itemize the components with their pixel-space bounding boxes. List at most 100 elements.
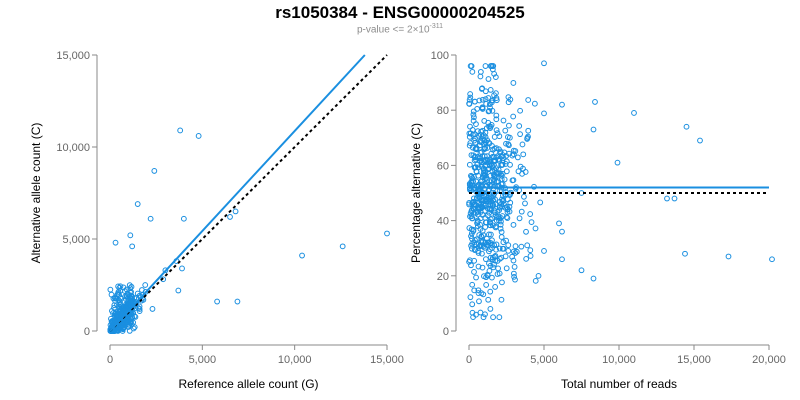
data-point	[476, 97, 483, 104]
data-point	[483, 282, 490, 288]
data-point	[485, 296, 492, 303]
data-point	[590, 275, 597, 282]
data-point	[477, 205, 484, 212]
data-point	[510, 177, 517, 183]
data-point	[507, 161, 513, 168]
data-point	[485, 108, 492, 115]
data-point	[489, 97, 496, 104]
data-point	[482, 256, 489, 263]
data-point	[505, 242, 512, 249]
data-point	[504, 215, 511, 221]
data-point	[495, 213, 502, 220]
data-point	[477, 73, 484, 80]
data-point	[512, 243, 519, 250]
data-point	[136, 308, 143, 314]
panel-percentage-alternative: 0 5,000 10,000 15,000 20,000 0 20 40 60 80 100 Tota…	[409, 50, 786, 391]
data-point	[484, 145, 491, 151]
data-point	[117, 301, 123, 308]
data-point	[491, 154, 497, 160]
data-point	[510, 257, 517, 264]
data-point	[541, 110, 547, 117]
data-point	[472, 156, 479, 163]
data-point	[479, 250, 485, 257]
data-point	[511, 264, 518, 270]
data-point	[478, 149, 485, 155]
data-point	[116, 285, 123, 291]
data-point	[484, 156, 491, 163]
data-point	[114, 321, 121, 327]
data-point	[471, 247, 478, 253]
data-point	[496, 207, 503, 213]
data-point	[524, 136, 531, 142]
x-tick-label: 0	[107, 354, 113, 366]
data-point	[476, 298, 482, 305]
data-point	[507, 96, 514, 103]
data-point	[466, 130, 473, 137]
data-point	[481, 244, 488, 251]
data-point	[471, 114, 477, 121]
data-point	[107, 286, 114, 293]
data-point	[214, 298, 221, 305]
data-point	[505, 248, 512, 254]
data-point	[488, 63, 495, 69]
data-point	[496, 245, 503, 252]
data-point	[475, 188, 482, 195]
data-point	[614, 159, 621, 166]
data-point	[501, 176, 508, 183]
data-point	[494, 153, 501, 160]
data-point	[479, 106, 486, 112]
chart-subtitle: p-value <= 2×10-311	[0, 23, 800, 35]
data-point	[468, 152, 475, 159]
data-point	[114, 325, 121, 331]
data-point	[559, 256, 565, 263]
data-point	[504, 209, 511, 215]
data-point	[498, 296, 505, 303]
data-point	[525, 97, 532, 103]
data-point	[481, 273, 487, 280]
data-point	[469, 144, 476, 151]
data-point	[503, 140, 509, 147]
data-point	[482, 163, 488, 170]
data-point	[468, 226, 475, 233]
subtitle-text: p-value <= 2×10	[356, 24, 430, 36]
data-point	[147, 215, 154, 222]
data-point	[473, 241, 480, 248]
data-point	[503, 153, 510, 159]
data-point	[478, 233, 485, 240]
data-point	[518, 243, 525, 250]
data-point	[510, 80, 517, 86]
data-point	[532, 277, 539, 284]
data-point	[474, 128, 481, 135]
data-point	[467, 91, 474, 97]
data-point	[517, 163, 524, 170]
data-point	[510, 151, 517, 158]
data-point	[484, 272, 491, 279]
x-tick-label: 0	[466, 354, 472, 366]
data-point	[487, 222, 494, 229]
data-point	[114, 302, 120, 308]
chart-title: rs1050384 - ENSG00000204525	[275, 3, 525, 22]
data-point	[118, 321, 125, 327]
data-point	[468, 213, 475, 220]
data-point	[590, 126, 597, 133]
y-tick-label: 10,000	[56, 142, 90, 154]
data-point	[516, 123, 523, 129]
data-point	[491, 92, 498, 99]
data-point	[498, 254, 505, 261]
data-point	[490, 146, 496, 153]
data-point	[524, 242, 531, 249]
data-point	[517, 107, 524, 114]
data-point	[467, 140, 474, 146]
data-point	[469, 68, 476, 75]
data-point	[471, 201, 478, 208]
data-point	[495, 265, 502, 272]
data-point	[527, 253, 534, 259]
data-point	[578, 267, 585, 274]
data-point	[470, 111, 477, 118]
data-point	[475, 263, 482, 270]
subtitle-exponent: -311	[429, 23, 444, 30]
data-point	[489, 162, 495, 169]
data-point	[489, 195, 495, 202]
data-point	[492, 74, 499, 80]
data-point	[473, 145, 480, 151]
